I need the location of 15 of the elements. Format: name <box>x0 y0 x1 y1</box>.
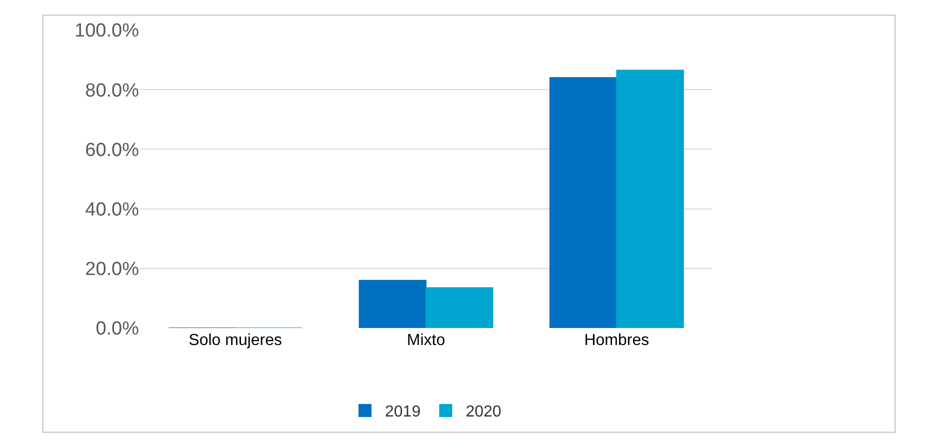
y-tick-label: 100.0% <box>74 20 140 42</box>
x-tick-label: Mixto <box>406 332 446 349</box>
x-tick-label: Hombres <box>584 332 650 349</box>
y-tick-label: 0.0% <box>96 318 140 340</box>
y-tick-label: 20.0% <box>85 259 140 280</box>
bar <box>426 287 494 328</box>
bar <box>616 70 684 328</box>
legend-label: 2020 <box>466 404 502 421</box>
x-tick-label: Solo mujeres <box>188 332 282 349</box>
legend-label: 2019 <box>385 404 421 421</box>
bar <box>549 77 618 328</box>
y-tick-label: 60.0% <box>85 140 140 161</box>
bar <box>358 280 426 328</box>
y-tick-label: 40.0% <box>85 199 140 220</box>
y-tick-label: 80.0% <box>85 80 140 102</box>
